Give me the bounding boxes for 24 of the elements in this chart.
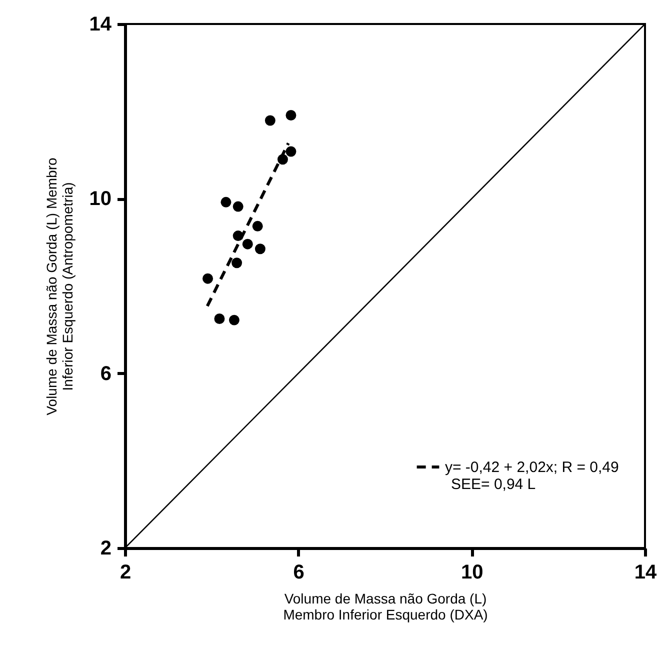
point bbox=[286, 146, 296, 157]
point bbox=[286, 110, 296, 120]
x-tick-label: 10 bbox=[461, 562, 484, 584]
x-axis-title: Volume de Massa não Gorda (L) Membro Inferior Esquerdo (DXA) bbox=[283, 590, 488, 622]
y-tick-label: 2 bbox=[100, 538, 112, 560]
y-tick-label: 14 bbox=[89, 14, 112, 36]
point bbox=[220, 196, 232, 208]
point bbox=[264, 115, 276, 126]
point bbox=[228, 314, 240, 326]
point bbox=[232, 258, 242, 268]
point bbox=[232, 201, 244, 212]
annotation: SEE= 0,94 L bbox=[451, 476, 536, 493]
point bbox=[254, 244, 266, 254]
point bbox=[214, 314, 225, 324]
y-tick-label: 6 bbox=[100, 362, 112, 385]
y-tick-label: 10 bbox=[89, 188, 112, 210]
point bbox=[242, 238, 253, 250]
point bbox=[202, 273, 214, 284]
point bbox=[252, 220, 263, 232]
x-tick-label: 2 bbox=[120, 562, 132, 584]
y-axis-title: Volume de Massa não Gorda (L) Membro Inferior Esquerdo (Antropometria) bbox=[43, 158, 76, 416]
x-tick-label: 14 bbox=[634, 562, 658, 584]
legend-label: y= -0,42 + 2,02x; R = 0,49 bbox=[445, 459, 619, 476]
x-tick-label: 6 bbox=[293, 562, 304, 584]
